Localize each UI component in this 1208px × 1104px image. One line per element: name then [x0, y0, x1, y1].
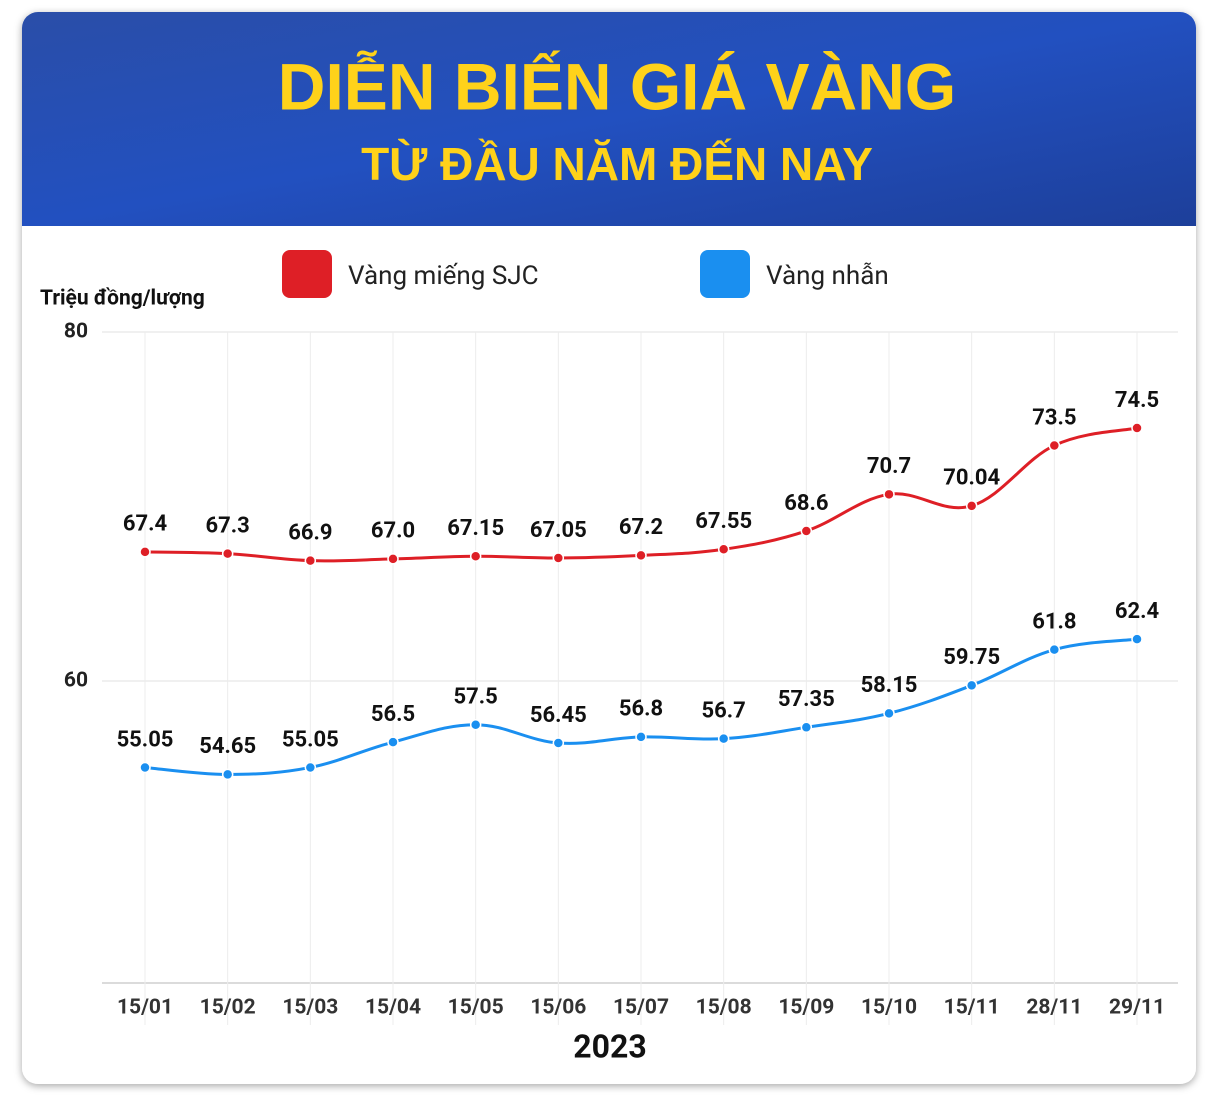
data-label: 67.05	[530, 518, 587, 543]
chart-subtitle: TỪ ĐẦU NĂM ĐẾN NAY	[361, 138, 873, 190]
x-tick-label: 15/01	[117, 996, 173, 1020]
data-point	[139, 761, 151, 774]
data-point	[552, 552, 565, 564]
data-point	[552, 737, 565, 749]
data-point	[1131, 422, 1143, 434]
data-point	[800, 721, 813, 734]
x-tick-label: 15/04	[365, 996, 421, 1020]
data-label: 70.04	[943, 466, 1000, 491]
data-label: 73.5	[1032, 405, 1076, 430]
data-point	[221, 768, 234, 781]
data-label: 56.8	[619, 697, 663, 722]
y-tick-label: 60	[64, 669, 88, 693]
data-point	[1131, 633, 1143, 645]
x-tick-label: 15/06	[530, 996, 586, 1020]
data-point	[965, 679, 978, 692]
data-label: 67.4	[123, 512, 168, 537]
data-label: 57.5	[454, 685, 498, 710]
data-label: 66.9	[288, 520, 332, 545]
data-point	[304, 554, 317, 567]
data-point	[469, 718, 482, 731]
data-label: 56.45	[530, 703, 587, 728]
data-point	[139, 546, 151, 558]
x-tick-label: 15/03	[282, 996, 338, 1020]
data-label: 54.65	[199, 734, 256, 759]
data-point	[800, 525, 813, 537]
data-label: 68.6	[784, 491, 828, 516]
data-label: 61.8	[1032, 609, 1076, 634]
data-point	[221, 547, 234, 560]
y-axis-label: Triệu đồng/lượng	[40, 287, 205, 311]
data-label: 67.0	[371, 519, 415, 544]
data-point	[304, 761, 317, 774]
data-point	[717, 543, 730, 556]
data-point	[965, 500, 978, 512]
data-point	[883, 488, 895, 501]
data-label: 74.5	[1115, 388, 1159, 413]
header-band	[22, 12, 1196, 226]
data-label: 67.15	[447, 516, 504, 541]
x-tick-label: 29/11	[1109, 996, 1165, 1020]
legend-swatch	[282, 250, 332, 298]
chart-title: DIỄN BIẾN GIÁ VÀNG	[278, 49, 956, 123]
data-label: 56.5	[371, 702, 415, 727]
data-point	[717, 732, 730, 745]
x-tick-label: 15/05	[448, 996, 504, 1020]
data-label: 67.2	[619, 515, 663, 540]
data-label: 59.75	[943, 645, 1000, 670]
legend-label: Vàng miếng SJC	[348, 261, 539, 291]
x-tick-label: 15/08	[696, 996, 752, 1020]
data-label: 58.15	[861, 673, 918, 698]
data-label: 67.3	[206, 513, 250, 538]
x-tick-label: 15/02	[200, 996, 256, 1020]
x-tick-label: 15/09	[778, 996, 834, 1020]
data-point	[635, 731, 647, 743]
x-tick-label: 28/11	[1026, 996, 1082, 1020]
data-point	[387, 553, 399, 565]
x-axis-label: 2023	[573, 1027, 646, 1065]
data-label: 67.55	[695, 509, 752, 534]
data-label: 57.35	[778, 687, 835, 712]
legend-label: Vàng nhẫn	[766, 261, 889, 291]
data-label: 70.7	[867, 454, 911, 479]
data-label: 62.4	[1115, 599, 1160, 624]
data-point	[469, 550, 482, 563]
x-tick-label: 15/07	[613, 996, 669, 1020]
data-point	[883, 707, 895, 720]
data-point	[1048, 439, 1061, 452]
data-point	[387, 736, 399, 748]
y-tick-label: 80	[64, 320, 88, 344]
data-label: 55.05	[282, 727, 339, 752]
data-point	[1048, 643, 1061, 656]
data-point	[635, 549, 647, 562]
data-label: 55.05	[117, 727, 174, 752]
x-tick-label: 15/10	[861, 996, 917, 1020]
data-label: 56.7	[702, 698, 746, 723]
x-tick-label: 15/11	[944, 996, 1000, 1020]
legend-swatch	[700, 250, 750, 298]
